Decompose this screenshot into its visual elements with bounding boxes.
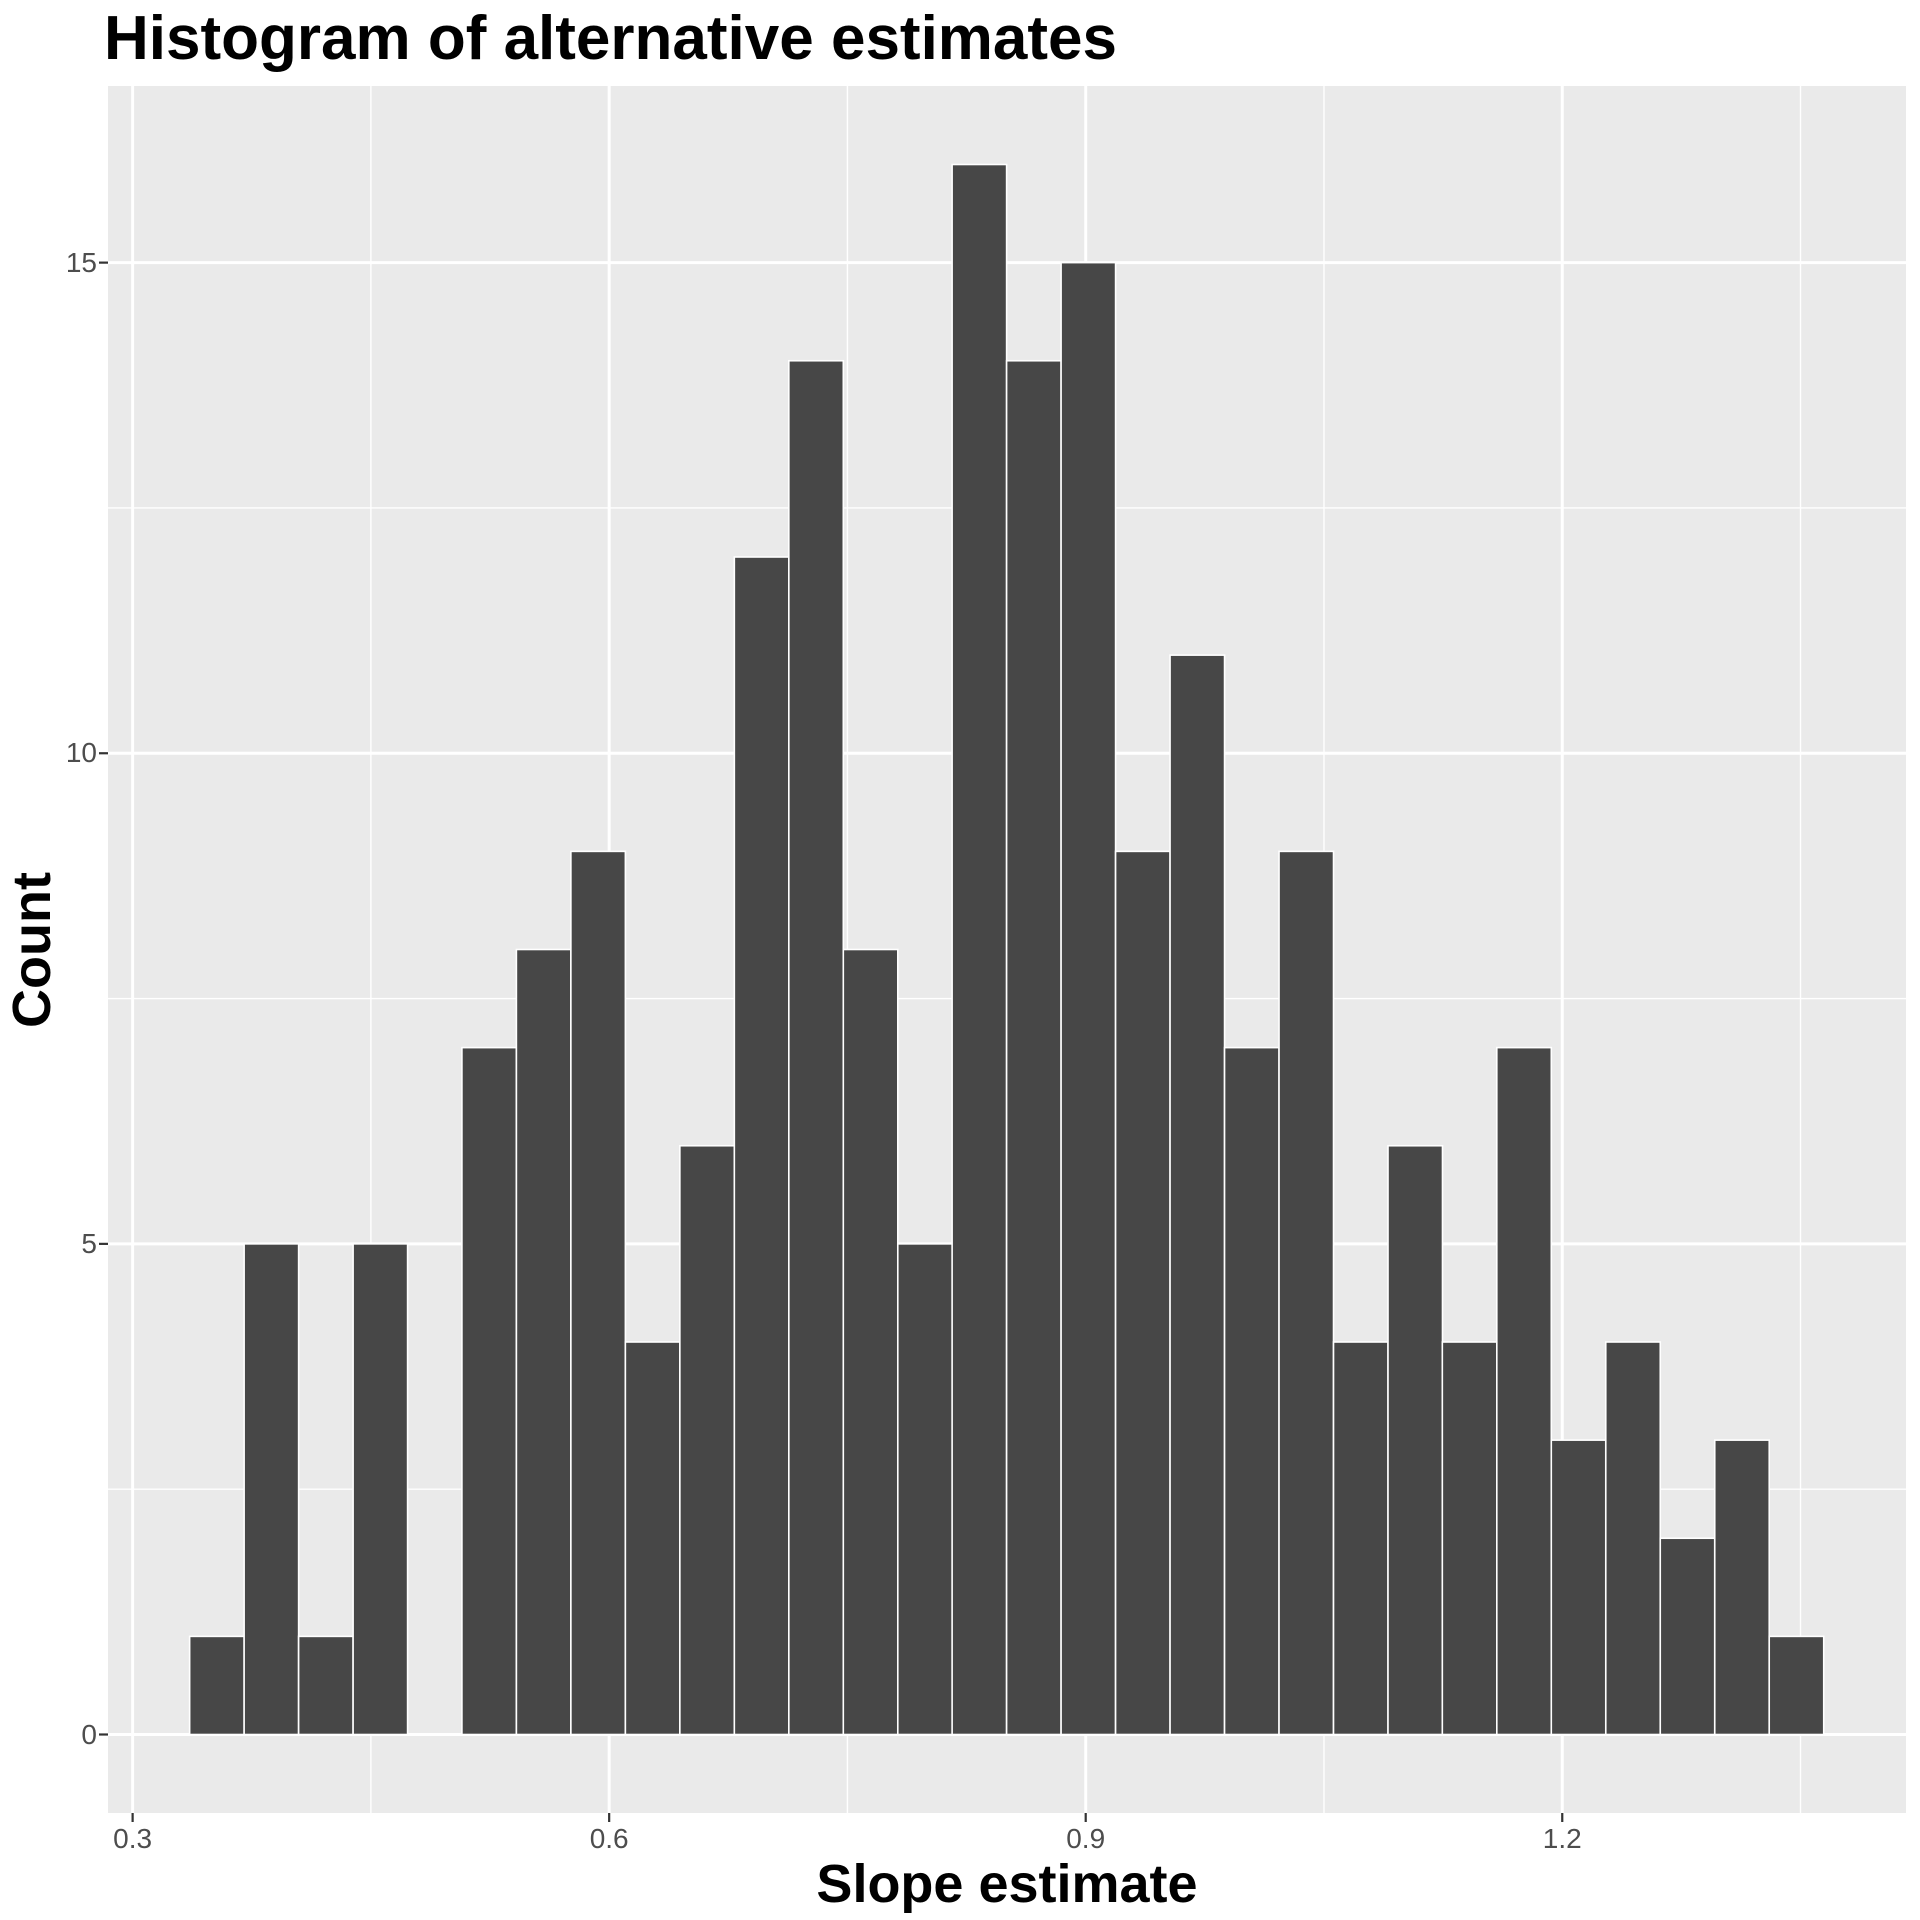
y-tick-label: 0 (81, 1718, 97, 1750)
histogram-bar (1169, 654, 1226, 1736)
histogram-bar (1278, 850, 1335, 1736)
histogram-bar (188, 1635, 245, 1736)
y-axis-title: Count (2, 872, 62, 1028)
y-tick-label: 10 (65, 737, 97, 769)
histogram-bar (1768, 1635, 1825, 1736)
histogram-bar (1604, 1341, 1662, 1736)
histogram-bar (1550, 1439, 1607, 1736)
histogram-bar (733, 556, 790, 1736)
histogram-bar (1332, 1341, 1389, 1736)
histogram-bar (679, 1144, 736, 1736)
histogram-bar (297, 1635, 354, 1736)
histogram-bar (1713, 1439, 1771, 1736)
x-tick-label: 0.3 (113, 1823, 153, 1854)
x-tick-label: 0.9 (1066, 1823, 1106, 1854)
histogram-bar (1223, 1046, 1280, 1736)
x-axis-title: Slope estimate (816, 1854, 1198, 1914)
plot-title: Histogram of alternative estimates (104, 4, 1118, 73)
histogram-bar (570, 850, 627, 1736)
histogram-bar (352, 1243, 409, 1736)
histogram-bar (842, 948, 899, 1736)
histogram-bar (1060, 261, 1117, 1736)
histogram-bar (896, 1243, 954, 1736)
histogram-bar (788, 359, 845, 1736)
histogram-bar (951, 163, 1008, 1736)
histogram-bar (243, 1243, 300, 1736)
histogram-bar (624, 1341, 681, 1736)
y-tick-label: 15 (65, 246, 97, 278)
histogram-bar (1005, 359, 1062, 1736)
histogram-bar (1496, 1046, 1553, 1736)
histogram-bar (1441, 1341, 1498, 1736)
x-tick-label: 0.6 (589, 1823, 629, 1854)
histogram-bar (1659, 1537, 1716, 1736)
histogram-bar (461, 1046, 518, 1736)
x-tick-label: 1.2 (1542, 1823, 1582, 1854)
histogram-bar (515, 948, 572, 1736)
histogram-bar (1114, 850, 1171, 1736)
y-tick-label: 5 (81, 1227, 97, 1259)
histogram-bar (1387, 1144, 1444, 1736)
